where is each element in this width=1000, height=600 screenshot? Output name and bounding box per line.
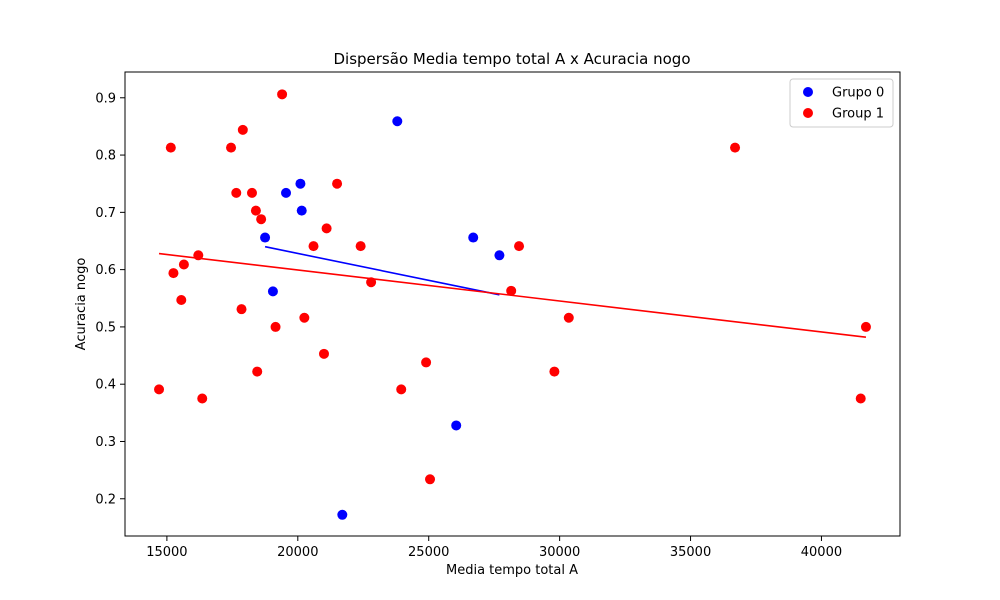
data-point bbox=[256, 214, 267, 225]
data-point bbox=[549, 366, 560, 377]
data-point bbox=[468, 232, 479, 243]
legend-marker bbox=[803, 87, 813, 97]
data-point bbox=[337, 509, 348, 520]
chart-title: Dispersão Media tempo total A x Acuracia… bbox=[333, 50, 690, 68]
plot-frame bbox=[124, 71, 901, 537]
y-tick-label: 0.4 bbox=[95, 378, 116, 393]
legend-marker bbox=[803, 108, 813, 118]
data-point bbox=[237, 124, 248, 135]
data-point bbox=[252, 366, 263, 377]
y-tick-label: 0.3 bbox=[95, 435, 116, 450]
data-point bbox=[514, 241, 525, 252]
y-tick-label: 0.7 bbox=[95, 206, 116, 221]
data-point bbox=[296, 205, 307, 216]
y-axis: 0.2 0.3 0.4 0.5 0.6 0.7 0.8 0.9 bbox=[95, 91, 125, 507]
data-point bbox=[855, 393, 866, 404]
data-point bbox=[281, 187, 292, 198]
x-tick-label: 30000 bbox=[539, 545, 580, 560]
data-point bbox=[236, 304, 247, 315]
data-point bbox=[197, 393, 208, 404]
legend-label: Grupo 0 bbox=[832, 86, 884, 101]
data-point bbox=[168, 268, 179, 279]
data-point bbox=[318, 348, 329, 359]
data-point bbox=[178, 259, 189, 270]
data-point bbox=[270, 321, 281, 332]
data-point bbox=[494, 250, 505, 261]
data-point bbox=[425, 474, 436, 485]
trend-line-0 bbox=[264, 245, 500, 296]
legend-box bbox=[789, 78, 894, 128]
data-point bbox=[451, 420, 462, 431]
data-point bbox=[299, 312, 310, 323]
data-point bbox=[396, 384, 407, 395]
data-point bbox=[250, 205, 261, 216]
y-tick-label: 0.8 bbox=[95, 149, 116, 164]
y-axis-label: Acuracia nogo bbox=[74, 258, 89, 351]
trend-line-1 bbox=[158, 252, 867, 339]
data-point bbox=[730, 142, 741, 153]
y-tick-label: 0.9 bbox=[95, 91, 116, 106]
data-point bbox=[154, 384, 165, 395]
series-0 bbox=[260, 116, 505, 520]
legend: Grupo 0 Group 1 bbox=[789, 78, 894, 128]
plot-area bbox=[154, 89, 871, 520]
data-point bbox=[260, 232, 271, 243]
legend-label: Group 1 bbox=[832, 107, 884, 122]
y-tick-label: 0.6 bbox=[95, 263, 116, 278]
x-tick-label: 25000 bbox=[408, 545, 449, 560]
x-axis: 15000 20000 25000 30000 35000 40000 bbox=[146, 536, 842, 560]
data-point bbox=[226, 142, 237, 153]
data-point bbox=[321, 223, 332, 234]
x-tick-label: 15000 bbox=[146, 545, 187, 560]
data-point bbox=[392, 116, 403, 127]
data-point bbox=[277, 89, 288, 100]
data-point bbox=[860, 321, 871, 332]
data-point bbox=[246, 187, 257, 198]
data-point bbox=[308, 241, 319, 252]
data-point bbox=[165, 142, 176, 153]
data-point bbox=[231, 187, 242, 198]
data-point bbox=[176, 294, 187, 305]
series-1 bbox=[154, 89, 871, 485]
data-point bbox=[355, 241, 366, 252]
x-tick-label: 20000 bbox=[277, 545, 318, 560]
y-tick-label: 0.2 bbox=[95, 492, 116, 507]
x-tick-label: 40000 bbox=[801, 545, 842, 560]
data-point bbox=[421, 357, 432, 368]
data-point bbox=[267, 286, 278, 297]
data-point bbox=[506, 285, 517, 296]
x-tick-label: 35000 bbox=[670, 545, 711, 560]
data-point bbox=[295, 178, 306, 189]
data-point bbox=[563, 312, 574, 323]
y-tick-label: 0.5 bbox=[95, 320, 116, 335]
data-point bbox=[332, 178, 343, 189]
x-axis-label: Media tempo total A bbox=[446, 563, 578, 578]
